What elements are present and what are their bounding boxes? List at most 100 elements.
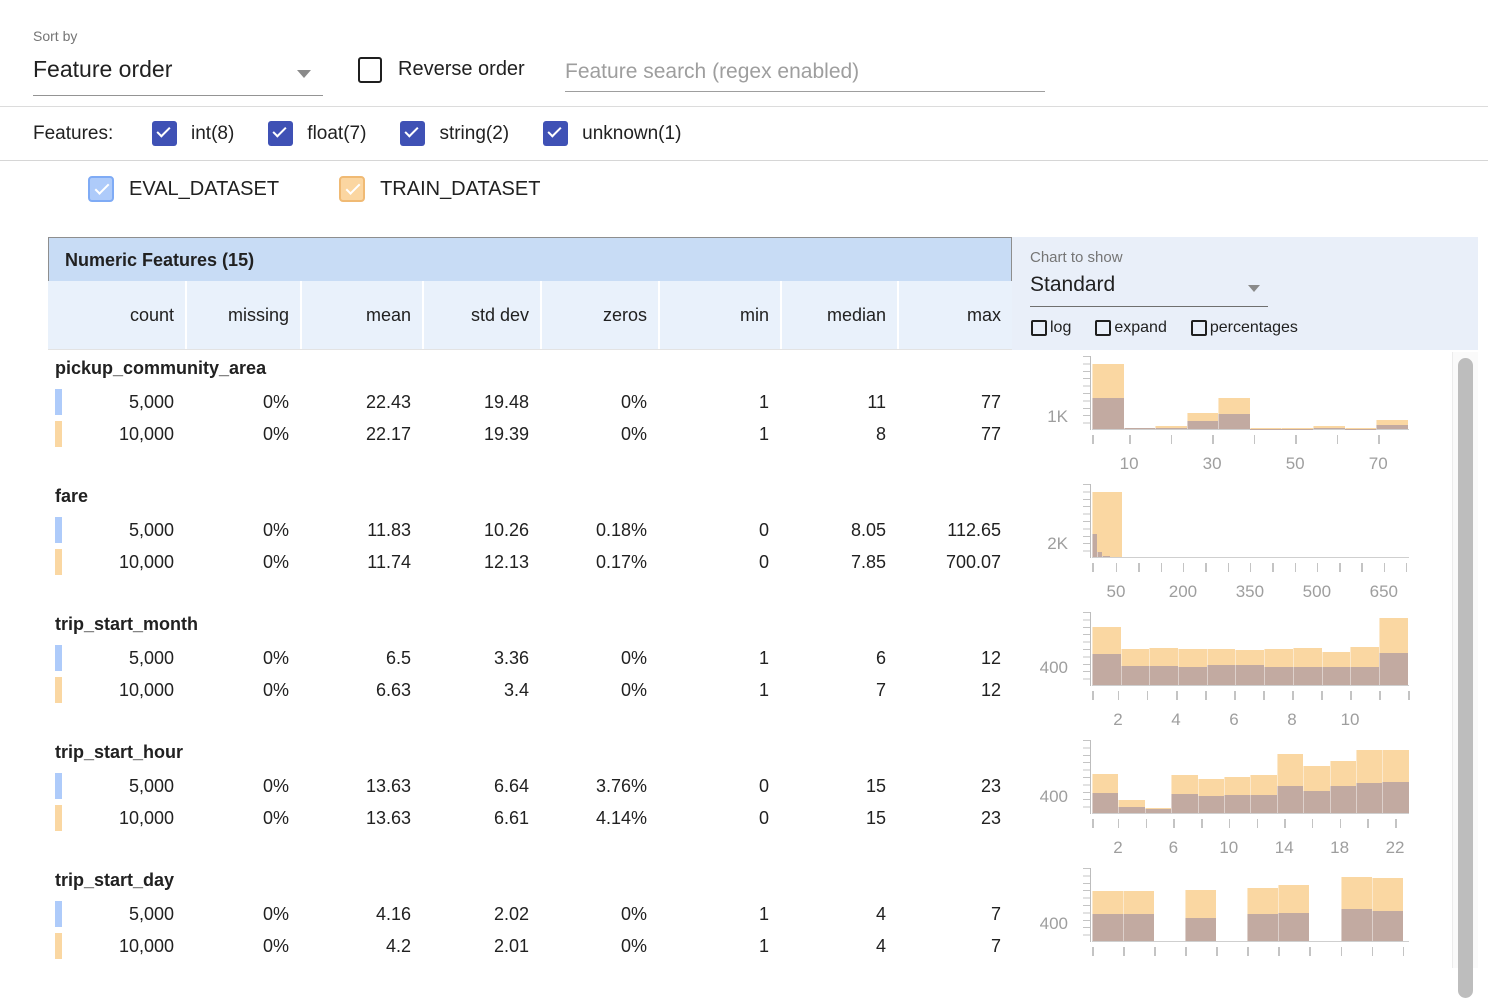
x-axis-tick [1205, 691, 1207, 700]
checkbox-unchecked-icon[interactable] [1031, 320, 1047, 336]
dataset-toggle-eval_dataset[interactable]: EVAL_DATASET [88, 176, 279, 202]
x-axis-tick [1257, 819, 1259, 828]
stat-count: 5,000 [48, 898, 185, 930]
checkbox-checked-icon[interactable] [152, 121, 177, 146]
column-header-mean: mean [300, 281, 422, 349]
eval-bar [1303, 791, 1329, 813]
stat-missing: 0% [185, 418, 300, 450]
eval-bar [1155, 428, 1187, 429]
stat-std-dev: 12.13 [422, 546, 540, 578]
x-axis-label: 70 [1369, 454, 1388, 474]
plot-area [1092, 740, 1409, 814]
stat-count: 10,000 [48, 674, 185, 706]
x-axis-tick [1379, 691, 1381, 700]
checkbox-checked-icon[interactable] [543, 121, 568, 146]
stat-min: 1 [658, 930, 780, 962]
x-axis-tick [1361, 563, 1363, 572]
eval-bar [1178, 667, 1207, 686]
checkmark-icon [405, 123, 419, 137]
eval-bar [1092, 398, 1124, 429]
chevron-down-icon [297, 70, 311, 85]
eval-bar [1092, 793, 1118, 813]
dataset-checkbox-icon[interactable] [339, 176, 365, 202]
reverse-order-checkbox[interactable] [358, 57, 382, 83]
stat-mean: 4.2 [300, 930, 422, 962]
x-axis-tick [1146, 819, 1148, 828]
feature-type-filter-int[interactable]: int(8) [152, 121, 234, 146]
checkbox-checked-icon[interactable] [400, 121, 425, 146]
x-axis-tick [1147, 691, 1149, 700]
stat-missing: 0% [185, 642, 300, 674]
eval-bar [1092, 914, 1123, 941]
chart-type-value: Standard [1030, 273, 1115, 296]
checkbox-unchecked-icon[interactable] [1191, 320, 1207, 336]
feature-type-filter-float[interactable]: float(7) [268, 121, 366, 146]
y-axis-label: 2K [1012, 534, 1068, 554]
stat-missing: 0% [185, 674, 300, 706]
x-axis-label: 10 [1341, 710, 1360, 730]
reverse-order-label: Reverse order [398, 58, 525, 81]
toggle-percentages[interactable]: percentages [1191, 319, 1298, 337]
feature-search-input[interactable] [565, 52, 1045, 92]
train-color-swatch [55, 549, 62, 575]
feature-type-filter-string[interactable]: string(2) [400, 121, 509, 146]
stat-median: 7.85 [780, 546, 897, 578]
features-filter-bar: Features: int(8)float(7)string(2)unknown… [0, 108, 1488, 161]
dataset-legend: EVAL_DATASET TRAIN_DATASET [0, 161, 1488, 237]
eval-bar [1149, 666, 1178, 685]
stat-missing: 0% [185, 898, 300, 930]
stat-median: 4 [780, 898, 897, 930]
eval-bar [1235, 665, 1264, 685]
stat-std-dev: 6.64 [422, 770, 540, 802]
stat-zeros: 0% [540, 930, 658, 962]
x-axis-label: 4 [1171, 710, 1180, 730]
stat-median: 8.05 [780, 514, 897, 546]
feature-name: trip_start_hour [55, 742, 183, 763]
eval-bar [1187, 421, 1219, 429]
stat-missing: 0% [185, 386, 300, 418]
stat-median: 4 [780, 930, 897, 962]
y-axis-label: 1K [1012, 407, 1068, 427]
toggle-log[interactable]: log [1031, 319, 1071, 337]
dataset-legend-items: EVAL_DATASET TRAIN_DATASET [88, 176, 540, 202]
stat-median: 15 [780, 802, 897, 834]
x-axis-tick [1292, 691, 1294, 700]
toggle-expand[interactable]: expand [1095, 319, 1167, 337]
x-axis-tick [1185, 947, 1187, 956]
x-axis-tick [1092, 819, 1094, 828]
column-header-min: min [658, 281, 780, 349]
y-axis [1083, 612, 1091, 686]
stat-min: 1 [658, 674, 780, 706]
dataset-toggle-train_dataset[interactable]: TRAIN_DATASET [339, 176, 540, 202]
x-axis-tick [1161, 563, 1163, 572]
eval-bar [1293, 667, 1322, 685]
checkbox-unchecked-icon[interactable] [1095, 320, 1111, 336]
checkbox-checked-icon[interactable] [268, 121, 293, 146]
dataset-name: TRAIN_DATASET [380, 178, 540, 201]
stat-median: 7 [780, 674, 897, 706]
x-axis-label: 500 [1303, 582, 1331, 602]
checkmark-icon [548, 123, 562, 137]
stat-min: 0 [658, 514, 780, 546]
sort-by-dropdown[interactable]: Feature order [33, 56, 323, 96]
feature-name: trip_start_day [55, 870, 174, 891]
vertical-scrollbar-thumb[interactable] [1458, 358, 1473, 998]
stat-std-dev: 2.01 [422, 930, 540, 962]
eval-bar [1145, 809, 1171, 813]
feature-type-filter-unknown[interactable]: unknown(1) [543, 121, 681, 146]
x-axis-tick [1118, 691, 1120, 700]
x-axis-label: 6 [1169, 838, 1178, 858]
feature-type-label: string(2) [439, 123, 509, 145]
dataset-checkbox-icon[interactable] [88, 176, 114, 202]
chart-type-dropdown[interactable]: Standard [1030, 273, 1268, 307]
checkmark-icon [346, 180, 361, 195]
vertical-scrollbar-track[interactable] [1452, 352, 1478, 968]
x-axis-tick [1406, 563, 1408, 572]
eval-bar [1102, 556, 1110, 557]
toolbar: Sort by Feature order Reverse order [0, 0, 1488, 107]
